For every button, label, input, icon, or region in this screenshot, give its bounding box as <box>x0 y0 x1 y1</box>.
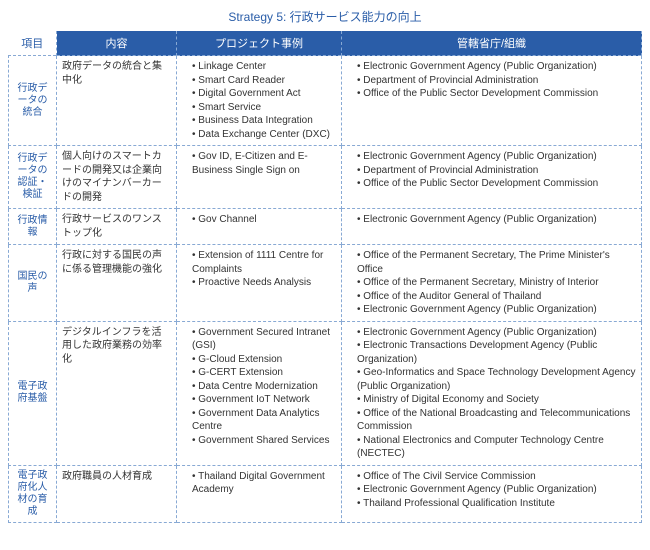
row-projects: Thailand Digital Government Academy <box>177 465 342 522</box>
row-orgs: Electronic Government Agency (Public Org… <box>342 321 642 465</box>
project-item: G-CERT Extension <box>192 366 336 380</box>
header-item: 項目 <box>9 31 57 56</box>
header-org: 管轄省庁/組織 <box>342 31 642 56</box>
header-project: プロジェクト事例 <box>177 31 342 56</box>
project-item: Linkage Center <box>192 60 336 74</box>
row-item: 国民の声 <box>9 245 57 322</box>
project-item: Data Exchange Center (DXC) <box>192 128 336 142</box>
row-orgs: Electronic Government Agency (Public Org… <box>342 146 642 209</box>
org-item: National Electronics and Computer Techno… <box>357 434 636 461</box>
org-item: Electronic Government Agency (Public Org… <box>357 60 636 74</box>
project-item: Government IoT Network <box>192 393 336 407</box>
org-item: Office of The Civil Service Commission <box>357 470 636 484</box>
row-item: 行政データの認証・検証 <box>9 146 57 209</box>
org-item: Ministry of Digital Economy and Society <box>357 393 636 407</box>
project-item: Smart Card Reader <box>192 74 336 88</box>
project-item: Extension of 1111 Centre for Complaints <box>192 249 336 276</box>
project-item: Smart Service <box>192 101 336 115</box>
project-item: Proactive Needs Analysis <box>192 276 336 290</box>
row-item: 電子政府基盤 <box>9 321 57 465</box>
row-orgs: Electronic Government Agency (Public Org… <box>342 209 642 245</box>
project-item: Government Shared Services <box>192 434 336 448</box>
row-orgs: Office of the Permanent Secretary, The P… <box>342 245 642 322</box>
org-item: Department of Provincial Administration <box>357 74 636 88</box>
project-item: Business Data Integration <box>192 114 336 128</box>
org-item: Electronic Transactions Development Agen… <box>357 339 636 366</box>
row-orgs: Electronic Government Agency (Public Org… <box>342 56 642 146</box>
project-item: Data Centre Modernization <box>192 380 336 394</box>
project-item: Government Secured Intranet (GSI) <box>192 326 336 353</box>
org-item: Electronic Government Agency (Public Org… <box>357 213 636 227</box>
row-projects: Gov Channel <box>177 209 342 245</box>
org-item: Office of the Permanent Secretary, The P… <box>357 249 636 276</box>
row-content: 行政サービスのワンストップ化 <box>57 209 177 245</box>
row-content: 政府データの統合と集中化 <box>57 56 177 146</box>
row-orgs: Office of The Civil Service CommissionEl… <box>342 465 642 522</box>
org-item: Office of the Public Sector Development … <box>357 177 636 191</box>
table-row: 行政情報行政サービスのワンストップ化 Gov Channel Electronic … <box>9 209 642 245</box>
row-content: 個人向けのスマートカードの開発又は企業向けのマイナンバーカードの開発 <box>57 146 177 209</box>
org-item: Electronic Government Agency (Public Org… <box>357 326 636 340</box>
project-item: G-Cloud Extension <box>192 353 336 367</box>
org-item: Electronic Government Agency (Public Org… <box>357 303 636 317</box>
project-item: Thailand Digital Government Academy <box>192 470 336 497</box>
row-projects: Extension of 1111 Centre for ComplaintsP… <box>177 245 342 322</box>
row-content: デジタルインフラを活用した政府業務の効率化 <box>57 321 177 465</box>
row-projects: Gov ID, E-Citizen and E-Business Single … <box>177 146 342 209</box>
row-projects: Government Secured Intranet (GSI)G-Cloud… <box>177 321 342 465</box>
row-item: 行政情報 <box>9 209 57 245</box>
project-item: Gov Channel <box>192 213 336 227</box>
table-row: 行政データの統合政府データの統合と集中化Linkage CenterSmart … <box>9 56 642 146</box>
row-content: 行政に対する国民の声に係る管理機能の強化 <box>57 245 177 322</box>
strategy-table: 項目 内容 プロジェクト事例 管轄省庁/組織 行政データの統合政府データの統合と… <box>8 31 642 523</box>
row-content: 政府職員の人材育成 <box>57 465 177 522</box>
org-item: Electronic Government Agency (Public Org… <box>357 150 636 164</box>
org-item: Office of the Auditor General of Thailan… <box>357 290 636 304</box>
org-item: Geo-Informatics and Space Technology Dev… <box>357 366 636 393</box>
row-projects: Linkage CenterSmart Card ReaderDigital G… <box>177 56 342 146</box>
table-row: 国民の声行政に対する国民の声に係る管理機能の強化Extension of 111… <box>9 245 642 322</box>
project-item: Government Data Analytics Centre <box>192 407 336 434</box>
table-title: Strategy 5: 行政サービス能力の向上 <box>8 8 642 25</box>
table-row: 行政データの認証・検証個人向けのスマートカードの開発又は企業向けのマイナンバーカ… <box>9 146 642 209</box>
row-item: 行政データの統合 <box>9 56 57 146</box>
project-item: Digital Government Act <box>192 87 336 101</box>
table-row: 電子政府化人材の育成政府職員の人材育成 Thailand Digital Gove… <box>9 465 642 522</box>
row-item: 電子政府化人材の育成 <box>9 465 57 522</box>
table-row: 電子政府基盤デジタルインフラを活用した政府業務の効率化Government Se… <box>9 321 642 465</box>
org-item: Office of the National Broadcasting and … <box>357 407 636 434</box>
org-item: Thailand Professional Qualification Inst… <box>357 497 636 511</box>
org-item: Office of the Permanent Secretary, Minis… <box>357 276 636 290</box>
org-item: Electronic Government Agency (Public Org… <box>357 483 636 497</box>
org-item: Department of Provincial Administration <box>357 164 636 178</box>
project-item: Gov ID, E-Citizen and E-Business Single … <box>192 150 336 177</box>
org-item: Office of the Public Sector Development … <box>357 87 636 101</box>
header-content: 内容 <box>57 31 177 56</box>
